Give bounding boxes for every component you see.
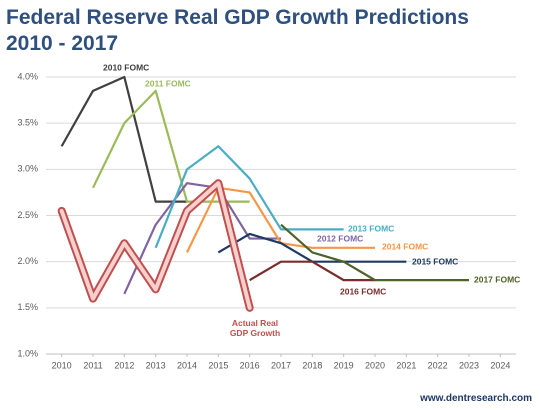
x-tick-label: 2019: [334, 360, 354, 370]
series-label: 2015 FOMC: [412, 256, 458, 266]
series-label: 2017 FOMC: [474, 274, 520, 284]
x-tick-label: 2012: [114, 360, 134, 370]
source: www.dentresearch.com: [420, 393, 532, 404]
series-label: 2013 FOMC: [348, 223, 394, 233]
y-tick-label: 3.0%: [17, 164, 38, 174]
series-label: 2010 FOMC: [103, 62, 149, 72]
y-tick-label: 1.0%: [17, 348, 38, 358]
chart-subtitle: 2010 - 2017: [6, 32, 119, 55]
x-tick-label: 2018: [302, 360, 322, 370]
y-tick-label: 4.0%: [17, 71, 38, 81]
series-line: [154, 145, 344, 249]
x-tick-label: 2017: [271, 360, 291, 370]
y-tick-label: 3.5%: [17, 118, 38, 128]
x-tick-label: 2024: [490, 360, 510, 370]
series-line: [59, 181, 252, 310]
x-tick-label: 2010: [52, 360, 72, 370]
series-line: [280, 223, 469, 282]
series-line: [60, 75, 187, 203]
series-label: 2011 FOMC: [145, 78, 191, 88]
series-line: [92, 89, 250, 203]
y-tick-label: 2.5%: [17, 210, 38, 220]
chart-title: Federal Reserve Real GDP Growth Predicti…: [6, 6, 469, 29]
x-tick-label: 2015: [208, 360, 228, 370]
series-label: Actual Real GDP Growth: [229, 318, 281, 338]
x-tick-label: 2023: [459, 360, 479, 370]
series-line: [123, 182, 281, 295]
series-label: 2016 FOMC: [340, 286, 386, 296]
series-label: 2014 FOMC: [382, 241, 428, 251]
x-tick-label: 2014: [177, 360, 197, 370]
x-tick-label: 2020: [365, 360, 385, 370]
x-tick-label: 2016: [240, 360, 260, 370]
series-line: [249, 260, 375, 282]
y-tick-label: 1.5%: [17, 302, 38, 312]
x-tick-label: 2013: [146, 360, 166, 370]
x-tick-label: 2021: [396, 360, 416, 370]
x-tick-label: 2022: [428, 360, 448, 370]
x-tick-label: 2011: [83, 360, 102, 370]
series-label: 2012 FOMC: [317, 233, 363, 243]
y-tick-label: 2.0%: [17, 256, 38, 266]
